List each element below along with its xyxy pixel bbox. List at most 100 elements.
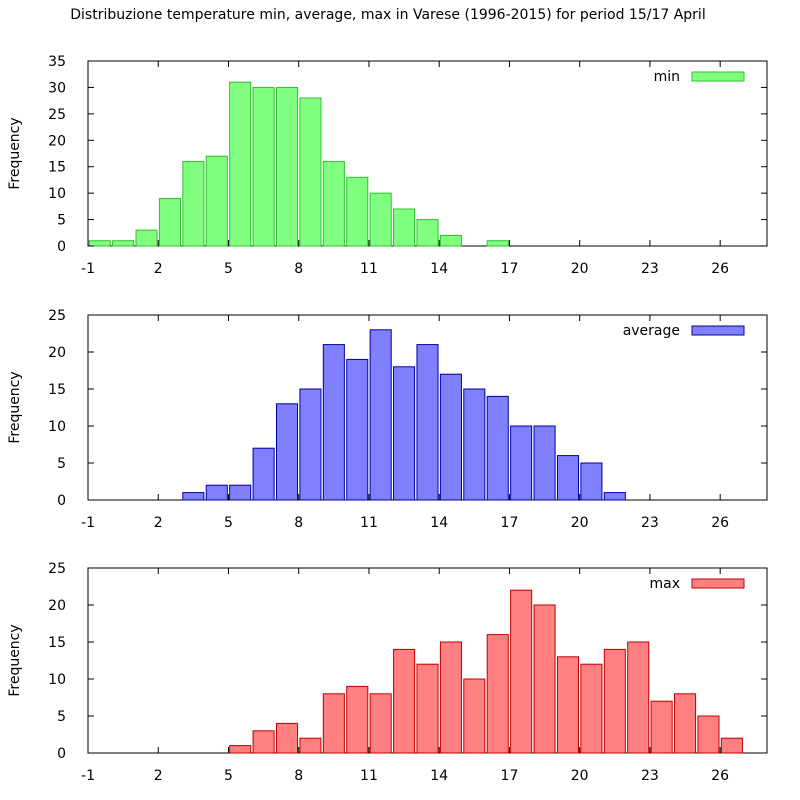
max-bar <box>580 663 603 754</box>
max-bar <box>252 730 275 754</box>
max-bar <box>322 693 345 754</box>
min-ytick-label: 15 <box>48 160 66 176</box>
average-bar <box>252 447 275 501</box>
max-bar <box>603 648 626 754</box>
average-xtick-label: 20 <box>571 515 589 531</box>
average-ytick-label: 10 <box>48 419 66 435</box>
min-xtick-label: 5 <box>224 261 233 277</box>
average-xtick-label: 11 <box>360 515 378 531</box>
max-bar <box>346 685 369 754</box>
max-xtick-label: -1 <box>81 768 95 784</box>
max-legend-label: max <box>649 576 680 592</box>
max-bar <box>439 641 462 754</box>
min-bar <box>252 86 275 247</box>
min-ytick-label: 0 <box>57 239 66 255</box>
max-bar <box>229 745 252 754</box>
max-xtick-label: 11 <box>360 768 378 784</box>
min-bar <box>205 155 228 247</box>
max-bar <box>299 737 322 754</box>
average-xtick-label: 23 <box>641 515 659 531</box>
min-ytick-label: 5 <box>57 213 66 229</box>
average-legend-swatch <box>691 325 745 336</box>
max-bar <box>463 678 486 754</box>
max-bar <box>533 604 556 754</box>
average-bar <box>322 344 345 501</box>
min-xtick-label: 8 <box>294 261 303 277</box>
min-ytick-label: 30 <box>48 80 66 96</box>
min-bar <box>158 197 181 247</box>
max-bar <box>416 663 439 754</box>
min-xtick-label: 11 <box>360 261 378 277</box>
max-bar <box>275 722 299 754</box>
min-bar <box>299 97 322 247</box>
average-y-axis-label: Frequency <box>7 371 23 443</box>
max-xtick-label: 8 <box>294 768 303 784</box>
max-xtick-label: 2 <box>154 768 163 784</box>
min-bar <box>88 240 111 247</box>
min-bar <box>416 219 439 247</box>
min-ytick-label: 35 <box>48 54 66 70</box>
min-bar <box>322 160 345 247</box>
min-ytick-label: 10 <box>48 186 66 202</box>
average-bar <box>533 425 556 501</box>
min-ytick-label: 20 <box>48 133 66 149</box>
average-xtick-label: 14 <box>430 515 448 531</box>
min-xtick-label: 20 <box>571 261 589 277</box>
max-xtick-label: 23 <box>641 768 659 784</box>
min-bar <box>439 234 462 247</box>
min-xtick-label: 23 <box>641 261 659 277</box>
average-bar <box>486 395 509 501</box>
average-bar <box>275 403 299 501</box>
average-bar <box>229 484 252 501</box>
average-xtick-label: 26 <box>711 515 729 531</box>
max-bar <box>556 656 580 754</box>
min-bar <box>275 86 299 247</box>
min-legend-label: min <box>654 69 680 85</box>
max-ytick-label: 15 <box>48 635 66 651</box>
average-bar <box>393 366 416 501</box>
max-bar <box>486 634 509 754</box>
max-bar <box>674 693 697 754</box>
min-y-axis-label: Frequency <box>7 117 23 189</box>
max-bar <box>369 693 392 754</box>
max-xtick-label: 17 <box>501 768 519 784</box>
max-y-axis-label: Frequency <box>7 624 23 696</box>
min-bar <box>393 208 416 247</box>
average-bar <box>299 388 322 501</box>
max-bar <box>393 648 416 754</box>
average-bar <box>463 388 486 501</box>
average-xtick-label: 2 <box>154 515 163 531</box>
max-bar <box>697 715 720 754</box>
average-legend-label: average <box>623 323 680 339</box>
max-bar <box>627 641 650 754</box>
max-bar <box>650 700 673 754</box>
average-ytick-label: 15 <box>48 382 66 398</box>
max-bar <box>510 589 533 754</box>
max-xtick-label: 14 <box>430 768 448 784</box>
average-ytick-label: 5 <box>57 456 66 472</box>
average-bar <box>346 358 369 501</box>
min-bar <box>369 192 392 247</box>
max-ytick-label: 25 <box>48 561 66 577</box>
max-xtick-label: 26 <box>711 768 729 784</box>
min-xtick-label: 2 <box>154 261 163 277</box>
average-xtick-label: -1 <box>81 515 95 531</box>
min-ytick-label: 25 <box>48 107 66 123</box>
average-ytick-label: 25 <box>48 308 66 324</box>
max-xtick-label: 20 <box>571 768 589 784</box>
min-bar <box>135 229 158 247</box>
average-ytick-label: 20 <box>48 345 66 361</box>
average-bar <box>556 455 580 501</box>
min-xtick-label: -1 <box>81 261 95 277</box>
average-bar <box>510 425 533 501</box>
chart-title: Distribuzione temperature min, average, … <box>70 7 706 23</box>
min-xtick-label: 26 <box>711 261 729 277</box>
average-bar <box>416 344 439 501</box>
average-bar <box>603 492 626 501</box>
average-bar <box>580 462 603 501</box>
min-bar <box>346 176 369 247</box>
average-bar <box>369 329 392 501</box>
min-bar <box>112 240 135 247</box>
min-xtick-label: 17 <box>501 261 519 277</box>
